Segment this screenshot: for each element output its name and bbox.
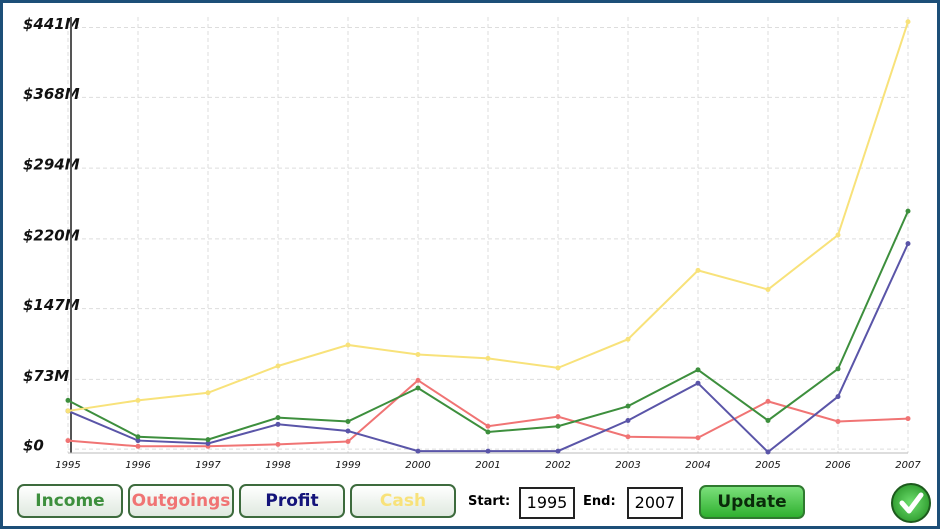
data-point	[275, 363, 281, 369]
x-tick-label: 1997	[195, 460, 221, 471]
data-point	[625, 336, 631, 342]
data-point	[835, 366, 841, 372]
data-point	[345, 428, 351, 434]
data-point	[555, 448, 561, 454]
x-tick-label: 1995	[55, 460, 80, 471]
data-point	[135, 434, 141, 440]
data-point	[695, 367, 701, 373]
data-point	[345, 439, 351, 445]
x-tick-label: 2002	[545, 460, 570, 471]
data-point	[135, 443, 141, 449]
data-point	[65, 397, 71, 403]
data-point	[695, 267, 701, 273]
data-point	[905, 208, 911, 214]
data-point	[835, 418, 841, 424]
data-point	[905, 241, 911, 247]
data-point	[555, 365, 561, 371]
data-point	[765, 449, 771, 455]
data-point	[65, 408, 71, 414]
data-point	[485, 355, 491, 361]
data-point	[555, 423, 561, 429]
data-point	[415, 352, 421, 358]
data-point	[275, 441, 281, 447]
data-point	[345, 418, 351, 424]
x-tick-label: 2005	[755, 460, 780, 471]
y-tick-label: $441M	[23, 15, 80, 33]
data-point	[765, 417, 771, 423]
data-point	[835, 232, 841, 238]
data-point	[485, 448, 491, 454]
income-button[interactable]: Income	[17, 484, 123, 518]
data-point	[835, 394, 841, 400]
data-point	[415, 385, 421, 391]
data-point	[555, 414, 561, 420]
y-tick-label: $294M	[23, 156, 80, 174]
x-tick-label: 2001	[475, 460, 500, 471]
profit-button[interactable]: Profit	[239, 484, 345, 518]
data-point	[205, 440, 211, 446]
data-point	[695, 435, 701, 441]
check-icon	[899, 492, 924, 514]
data-point	[905, 19, 911, 25]
data-point	[625, 434, 631, 440]
data-point	[205, 390, 211, 396]
data-point	[205, 437, 211, 443]
data-point	[275, 415, 281, 421]
data-point	[485, 429, 491, 435]
data-point	[135, 438, 141, 444]
data-point	[275, 421, 281, 427]
x-tick-label: 1996	[125, 460, 150, 471]
x-tick-label: 2003	[615, 460, 640, 471]
end-label: End:	[583, 494, 616, 509]
x-tick-label: 2004	[685, 460, 710, 471]
end-input[interactable]: 2007	[627, 487, 683, 519]
data-point	[765, 398, 771, 404]
outgoings-button[interactable]: Outgoings	[128, 484, 234, 518]
data-point	[695, 380, 701, 386]
y-tick-label: $368M	[23, 85, 80, 103]
x-tick-label: 2007	[895, 460, 921, 471]
data-point	[765, 287, 771, 292]
data-point	[415, 377, 421, 383]
start-input[interactable]: 1995	[519, 487, 575, 519]
y-tick-label: $147M	[23, 296, 80, 314]
x-tick-label: 1998	[265, 460, 290, 471]
data-point	[905, 416, 911, 422]
data-point	[345, 342, 351, 348]
data-point	[625, 403, 631, 409]
y-tick-label: $0	[23, 437, 44, 455]
cash-button[interactable]: Cash	[350, 484, 456, 518]
y-tick-label: $220M	[23, 226, 80, 244]
data-point	[415, 448, 421, 454]
data-point	[65, 438, 71, 444]
x-tick-label: 2006	[825, 460, 850, 471]
y-tick-label: $73M	[23, 367, 69, 385]
chart: 1995 1996 1997 1998 1999 2000 2001 2002 2003 2004…	[23, 15, 921, 471]
confirm-button[interactable]	[891, 483, 931, 523]
data-point	[485, 423, 491, 429]
data-point	[135, 397, 141, 403]
x-tick-label: 1999	[335, 460, 360, 471]
update-button[interactable]: Update	[699, 485, 805, 519]
x-tick-label: 2000	[405, 460, 430, 471]
start-label: Start:	[468, 494, 511, 509]
data-point	[625, 417, 631, 423]
